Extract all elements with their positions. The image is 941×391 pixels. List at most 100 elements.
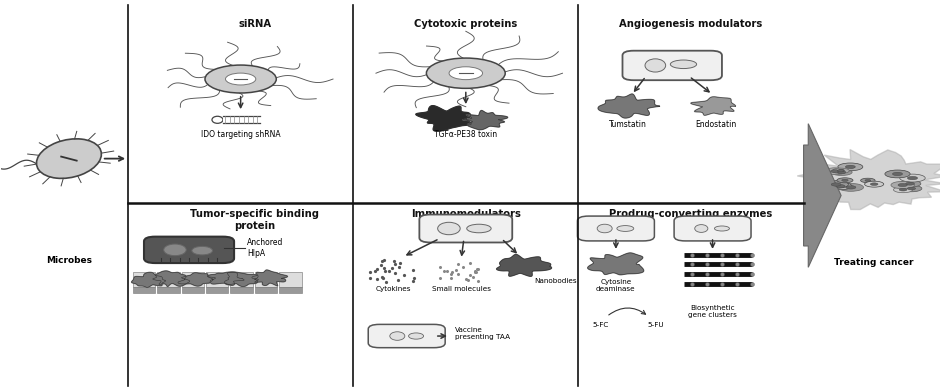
Ellipse shape	[714, 226, 729, 231]
Ellipse shape	[831, 183, 841, 186]
Ellipse shape	[846, 186, 856, 189]
Ellipse shape	[205, 65, 277, 93]
Ellipse shape	[670, 60, 696, 68]
Text: Cytokines: Cytokines	[375, 285, 411, 292]
Text: Immunomodulators: Immunomodulators	[411, 209, 520, 219]
Polygon shape	[178, 273, 215, 286]
Ellipse shape	[861, 178, 875, 183]
Polygon shape	[463, 111, 507, 130]
Ellipse shape	[831, 170, 839, 173]
Ellipse shape	[212, 116, 223, 123]
Ellipse shape	[226, 73, 256, 85]
Polygon shape	[208, 272, 244, 285]
Ellipse shape	[837, 163, 863, 171]
Ellipse shape	[885, 170, 910, 178]
Text: Endostatin: Endostatin	[695, 120, 737, 129]
Polygon shape	[497, 255, 551, 276]
Ellipse shape	[694, 224, 708, 232]
Polygon shape	[416, 106, 471, 131]
Text: Anchored
HlpA: Anchored HlpA	[247, 238, 283, 258]
Ellipse shape	[449, 67, 483, 80]
Ellipse shape	[844, 165, 859, 169]
FancyBboxPatch shape	[144, 237, 234, 263]
Bar	[223, 116, 260, 123]
Text: siRNA: siRNA	[238, 19, 271, 29]
FancyBboxPatch shape	[674, 216, 751, 241]
Ellipse shape	[865, 181, 884, 187]
Text: IDO targeting shRNA: IDO targeting shRNA	[200, 130, 280, 139]
Ellipse shape	[836, 185, 845, 188]
Ellipse shape	[598, 224, 613, 233]
Bar	[279, 287, 302, 292]
Ellipse shape	[865, 179, 870, 181]
Text: Nanobodies: Nanobodies	[534, 278, 577, 284]
Ellipse shape	[467, 224, 491, 233]
Text: Tumor-specific binding
protein: Tumor-specific binding protein	[190, 209, 319, 231]
Ellipse shape	[824, 168, 846, 175]
Bar	[206, 272, 229, 287]
Ellipse shape	[905, 182, 915, 185]
Ellipse shape	[900, 174, 925, 182]
Polygon shape	[797, 149, 941, 210]
Ellipse shape	[834, 168, 849, 172]
Text: 5-FC: 5-FC	[593, 322, 609, 328]
Ellipse shape	[837, 170, 844, 172]
Polygon shape	[588, 253, 644, 275]
Ellipse shape	[617, 226, 633, 231]
Polygon shape	[152, 271, 190, 287]
Ellipse shape	[900, 180, 921, 187]
Ellipse shape	[645, 59, 665, 72]
Polygon shape	[252, 270, 287, 286]
Text: Cytosine
deaminase: Cytosine deaminase	[596, 278, 636, 292]
Bar	[133, 287, 155, 292]
Ellipse shape	[408, 333, 423, 339]
Bar	[133, 272, 155, 287]
Polygon shape	[691, 97, 736, 115]
Text: TGFα-PE38 toxin: TGFα-PE38 toxin	[434, 130, 498, 139]
Ellipse shape	[901, 185, 922, 192]
Ellipse shape	[898, 183, 907, 187]
Bar	[182, 272, 204, 287]
Ellipse shape	[390, 332, 405, 340]
Ellipse shape	[891, 181, 915, 189]
Text: Small molecules: Small molecules	[432, 285, 490, 292]
Ellipse shape	[845, 165, 855, 169]
Ellipse shape	[842, 179, 848, 181]
Ellipse shape	[907, 187, 916, 190]
Ellipse shape	[829, 183, 852, 190]
Ellipse shape	[837, 178, 853, 183]
Ellipse shape	[426, 58, 505, 88]
FancyBboxPatch shape	[623, 51, 722, 80]
Ellipse shape	[838, 183, 864, 191]
Ellipse shape	[37, 139, 102, 178]
Bar	[182, 287, 204, 292]
Ellipse shape	[907, 176, 917, 180]
Ellipse shape	[192, 246, 213, 255]
Ellipse shape	[831, 169, 853, 176]
Ellipse shape	[837, 171, 846, 174]
Ellipse shape	[838, 169, 844, 171]
Bar	[255, 272, 278, 287]
Bar	[231, 272, 253, 287]
Bar	[279, 272, 302, 287]
FancyBboxPatch shape	[420, 215, 512, 242]
Bar	[255, 287, 278, 292]
Ellipse shape	[438, 222, 460, 235]
Text: Prodrug-converting enzymes: Prodrug-converting enzymes	[610, 209, 773, 219]
Text: Cytotoxic proteins: Cytotoxic proteins	[414, 19, 518, 29]
Ellipse shape	[823, 181, 849, 188]
Ellipse shape	[870, 183, 878, 185]
Text: Angiogenesis modulators: Angiogenesis modulators	[619, 19, 762, 29]
Bar	[157, 272, 180, 287]
Ellipse shape	[832, 168, 850, 174]
Polygon shape	[598, 94, 660, 118]
Text: Biosynthetic
gene clusters: Biosynthetic gene clusters	[688, 305, 737, 318]
Ellipse shape	[893, 187, 913, 193]
Ellipse shape	[164, 244, 186, 256]
Bar	[231, 287, 253, 292]
Ellipse shape	[892, 172, 902, 176]
Text: Tumstatin: Tumstatin	[609, 120, 647, 129]
Polygon shape	[132, 273, 166, 287]
Ellipse shape	[900, 188, 907, 191]
Text: 5-FU: 5-FU	[647, 322, 663, 328]
